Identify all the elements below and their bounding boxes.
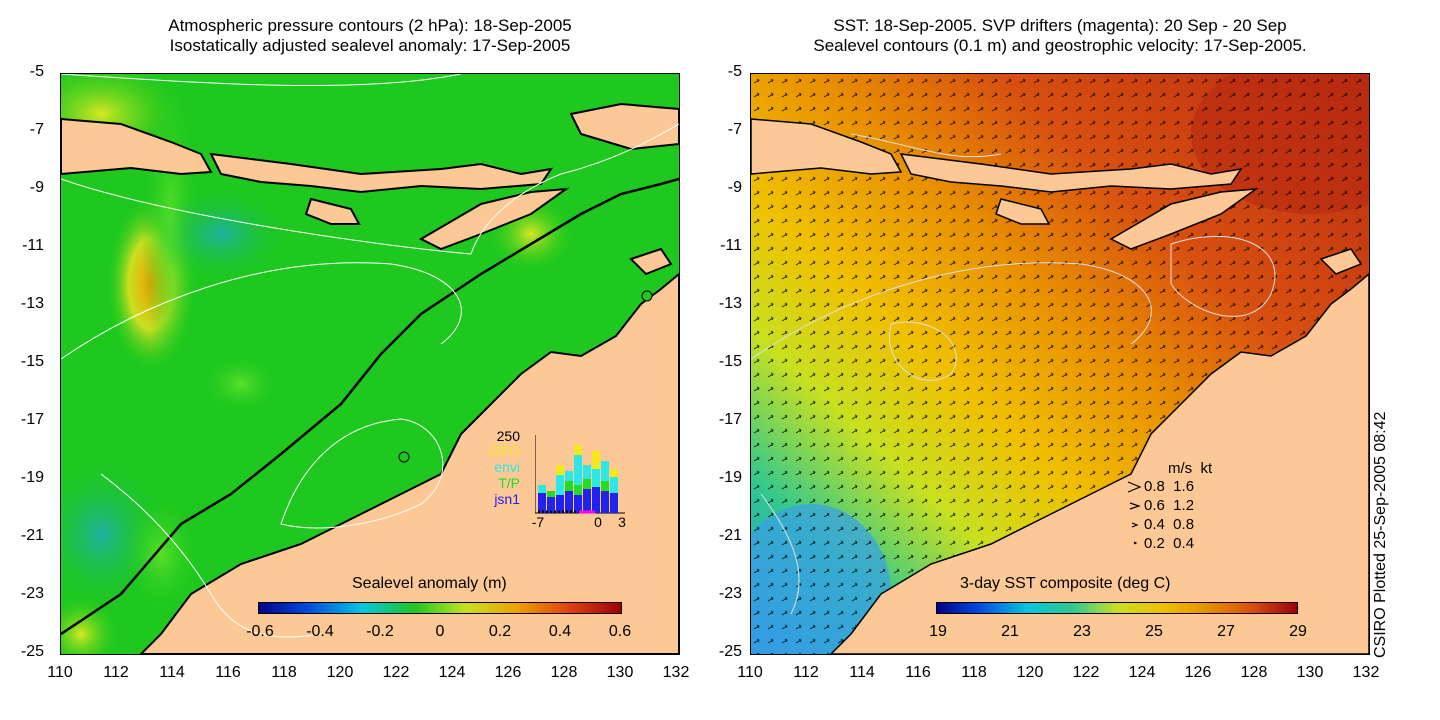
x-tick-label: 110 — [737, 664, 763, 681]
sst-colorbar-tick: 25 — [1145, 623, 1163, 640]
velocity-legend-row: 0.2 0.4 — [1144, 535, 1195, 552]
y-tick-label: -11 — [720, 237, 742, 254]
y-tick-label: -17 — [718, 411, 742, 428]
x-tick-label: 120 — [326, 664, 354, 681]
sla-colorbar — [258, 602, 622, 614]
y-tick-label: -5 — [29, 63, 44, 80]
inset-histogram — [535, 435, 631, 515]
inset-mission-jsn1: jsn1 — [494, 491, 520, 507]
sla-colorbar-tick: 0.6 — [608, 623, 632, 640]
y-tick-label: -13 — [718, 295, 742, 312]
y-tick-label: -5 — [727, 63, 742, 80]
y-tick-label: -25 — [718, 643, 742, 660]
velocity-legend-header: m/s kt — [1168, 460, 1213, 477]
velocity-legend-row: 0.4 0.8 — [1144, 516, 1195, 533]
x-tick-label: 118 — [961, 664, 987, 681]
sla-colorbar-tick: -0.6 — [246, 623, 274, 640]
left-panel-title: Atmospheric pressure contours (2 hPa): 1… — [60, 16, 680, 56]
sst-colorbar — [936, 602, 1298, 614]
x-tick-label: 122 — [382, 664, 410, 681]
y-tick-label: -21 — [20, 527, 44, 544]
x-tick-label: 132 — [662, 664, 690, 681]
sst-colorbar-tick: 21 — [1001, 623, 1019, 640]
y-tick-label: -19 — [718, 469, 742, 486]
x-tick-label: 122 — [1072, 664, 1100, 681]
velocity-legend-arrows — [1126, 478, 1166, 554]
y-tick-label: -7 — [29, 121, 44, 138]
y-tick-label: -7 — [727, 121, 742, 138]
y-tick-label: -15 — [718, 353, 742, 370]
sla-colorbar-tick: -0.2 — [366, 623, 394, 640]
inset-x-label: -7 — [531, 514, 545, 530]
velocity-legend-row: 0.8 1.6 — [1144, 478, 1195, 495]
inset-mission-envi: envi — [494, 459, 520, 475]
x-tick-label: 124 — [438, 664, 466, 681]
sst-colorbar-label: 3-day SST composite (deg C) — [960, 575, 1171, 592]
right-title-line2: Sealevel contours (0.1 m) and geostrophi… — [813, 36, 1307, 55]
y-tick-label: -19 — [20, 469, 44, 486]
left-title-line1: Atmospheric pressure contours (2 hPa): 1… — [168, 16, 572, 35]
x-tick-label: 112 — [793, 664, 819, 681]
x-tick-label: 126 — [1184, 664, 1212, 681]
y-tick-label: -23 — [20, 585, 44, 602]
sst-colorbar-tick: 23 — [1073, 623, 1091, 640]
x-tick-label: 130 — [606, 664, 634, 681]
sst-colorbar-tick: 19 — [929, 623, 947, 640]
x-tick-label: 114 — [159, 664, 185, 681]
right-title-line1: SST: 18-Sep-2005. SVP drifters (magenta)… — [833, 16, 1287, 35]
velocity-legend-row: 0.6 1.2 — [1144, 497, 1195, 514]
x-tick-label: 128 — [550, 664, 578, 681]
x-tick-label: 114 — [849, 664, 875, 681]
y-tick-label: -17 — [20, 411, 44, 428]
inset-ymax-label: 250 — [496, 428, 520, 444]
x-tick-label: 130 — [1296, 664, 1324, 681]
inset-mission-gfo: GFO — [489, 443, 520, 459]
x-tick-label: 120 — [1016, 664, 1044, 681]
sla-colorbar-tick: 0 — [435, 623, 445, 640]
y-tick-label: -25 — [20, 643, 44, 660]
inset-x-label: 0 — [594, 514, 602, 530]
left-title-line2: Isostatically adjusted sealevel anomaly:… — [169, 36, 571, 55]
right-panel-title: SST: 18-Sep-2005. SVP drifters (magenta)… — [750, 16, 1370, 56]
inset-mission-tp: T/P — [498, 475, 520, 491]
x-tick-label: 132 — [1352, 664, 1380, 681]
x-tick-label: 116 — [905, 664, 931, 681]
sst-colorbar-tick: 29 — [1289, 623, 1307, 640]
x-tick-label: 128 — [1240, 664, 1268, 681]
y-tick-label: -23 — [718, 585, 742, 602]
credit-text: CSIRO Plotted 25-Sep-2005 08:42 — [1372, 411, 1389, 658]
y-tick-label: -9 — [29, 179, 44, 196]
x-tick-label: 118 — [271, 664, 297, 681]
sst-colorbar-tick: 27 — [1217, 623, 1235, 640]
y-tick-label: -13 — [20, 295, 44, 312]
x-tick-label: 112 — [103, 664, 129, 681]
y-tick-label: -11 — [22, 237, 44, 254]
sla-colorbar-tick: 0.2 — [488, 623, 512, 640]
sla-colorbar-tick: -0.4 — [306, 623, 334, 640]
y-tick-label: -15 — [20, 353, 44, 370]
x-tick-label: 110 — [47, 664, 73, 681]
sla-colorbar-label: Sealevel anomaly (m) — [352, 575, 507, 592]
x-tick-label: 124 — [1128, 664, 1156, 681]
sealevel-anomaly-map[interactable] — [60, 73, 680, 655]
y-tick-label: -21 — [718, 527, 742, 544]
x-tick-label: 126 — [494, 664, 522, 681]
x-tick-label: 116 — [215, 664, 241, 681]
sla-colorbar-tick: 0.4 — [548, 623, 572, 640]
inset-x-label: 3 — [618, 514, 626, 530]
sst-map[interactable] — [750, 73, 1370, 655]
y-tick-label: -9 — [727, 179, 742, 196]
